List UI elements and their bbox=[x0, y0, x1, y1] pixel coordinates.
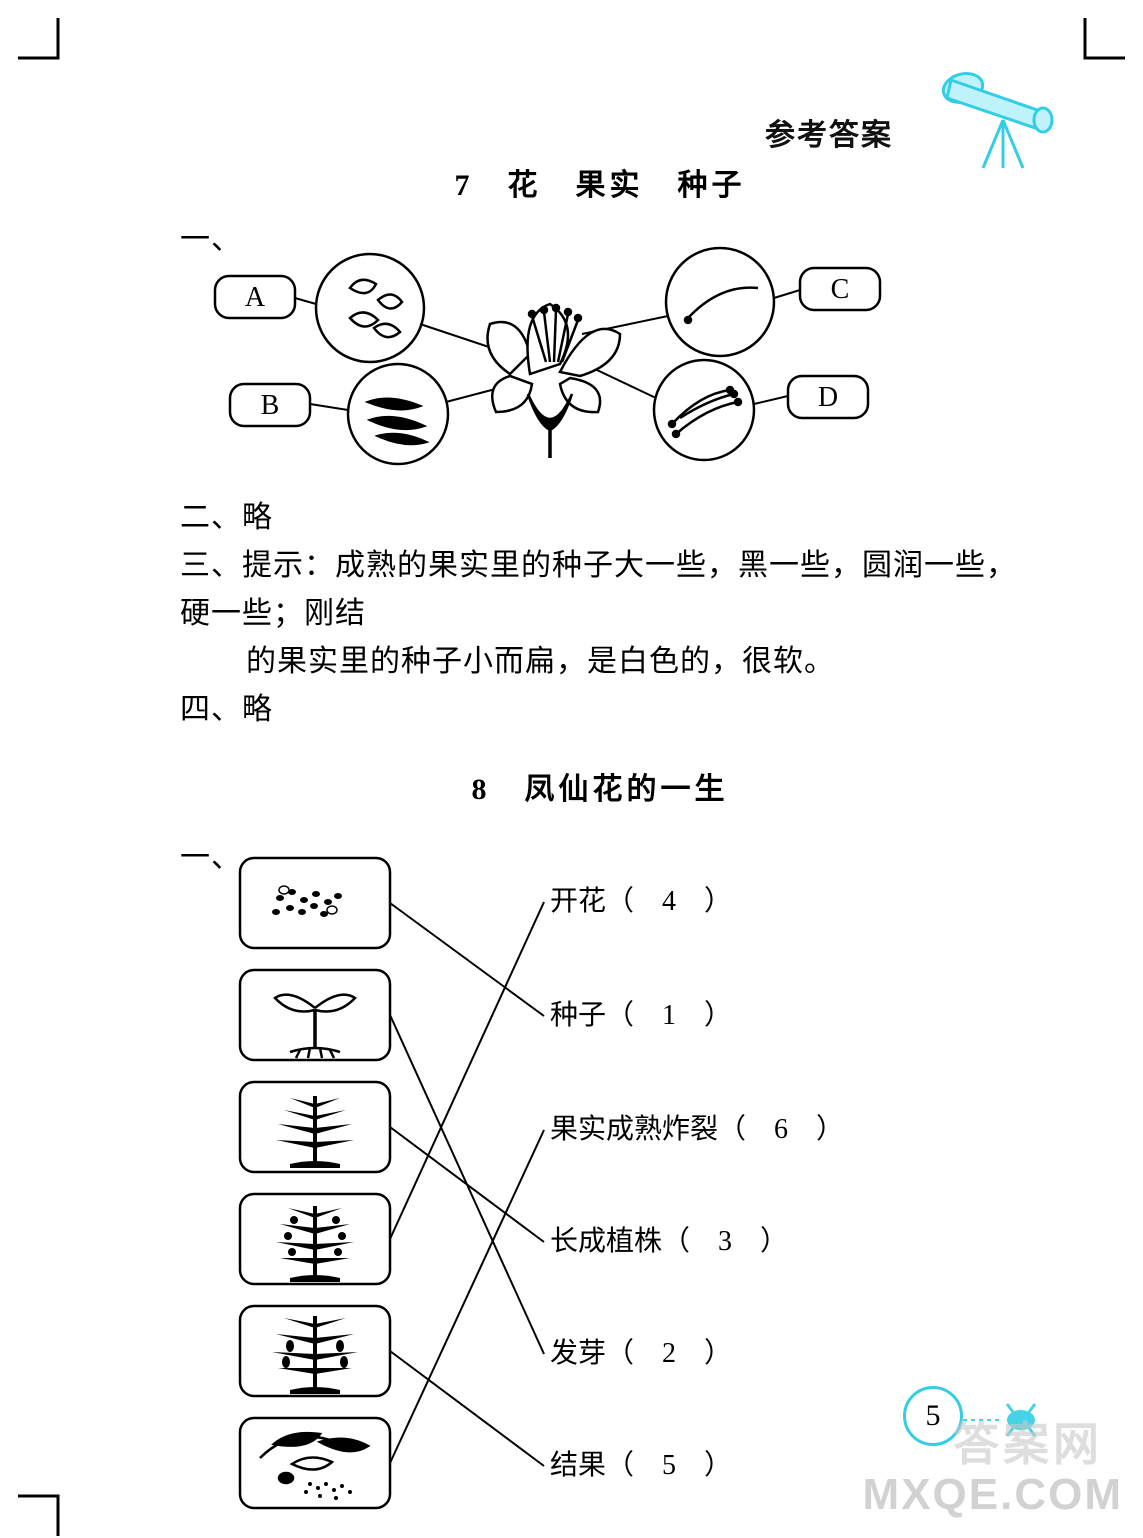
flower-label-c: C bbox=[831, 274, 850, 305]
lifecycle-label-3: 长成植株（ 3 ） bbox=[550, 1225, 788, 1257]
flower-label-b: B bbox=[261, 390, 280, 421]
watermark-en: MXQE.COM bbox=[863, 1470, 1123, 1520]
lifecycle-diagram: 开花（ 4 ） 种子（ 1 ） 果实成熟炸裂（ 6 ） 长成植株（ 3 ） 发芽… bbox=[220, 848, 980, 1528]
section7-q3-line2: 的果实里的种子小而扁，是白色的，很软。 bbox=[180, 638, 1020, 686]
lifecycle-box-seedpod bbox=[240, 1418, 390, 1508]
stamens-icon bbox=[669, 387, 741, 437]
section7-q4: 四、略 bbox=[180, 686, 1020, 734]
lifecycle-box-sprout bbox=[240, 970, 390, 1060]
crop-mark-tr bbox=[1065, 18, 1125, 78]
telescope-icon bbox=[923, 60, 1073, 170]
header-label: 参考答案 bbox=[765, 110, 893, 154]
flower-center-icon bbox=[488, 304, 621, 458]
lifecycle-label-5: 结果（ 5 ） bbox=[550, 1449, 732, 1481]
flower-label-a: A bbox=[245, 282, 266, 313]
crop-mark-tl bbox=[18, 18, 78, 78]
lifecycle-box-flowering bbox=[240, 1194, 390, 1284]
sepals-icon bbox=[368, 399, 426, 444]
crop-mark-bl bbox=[18, 1476, 78, 1536]
section8-q1-marker: 一、 bbox=[180, 834, 1020, 882]
lifecycle-label-2: 果实成熟炸裂（ 6 ） bbox=[550, 1113, 844, 1145]
lifecycle-label-0: 开花（ 4 ） bbox=[550, 885, 732, 917]
flower-label-d: D bbox=[818, 382, 838, 413]
pistil-icon bbox=[685, 288, 758, 323]
content-area: 7 花 果实 种子 一、 A B C D bbox=[180, 160, 1020, 1538]
section7-q2: 二、略 bbox=[180, 494, 1020, 542]
lifecycle-box-fruiting bbox=[240, 1306, 390, 1396]
page: 参考答案 7 花 果实 种子 一、 A B C D bbox=[0, 0, 1143, 1536]
petals-icon bbox=[350, 280, 402, 337]
section7-title: 7 花 果实 种子 bbox=[180, 160, 1020, 204]
lifecycle-label-1: 种子（ 1 ） bbox=[550, 999, 732, 1031]
lifecycle-label-4: 发芽（ 2 ） bbox=[550, 1337, 732, 1369]
lifecycle-box-plant bbox=[240, 1082, 390, 1172]
page-number-text: 5 bbox=[926, 1399, 941, 1433]
section7-q1-marker: 一、 bbox=[180, 216, 242, 264]
flower-diagram: A B C D bbox=[210, 244, 890, 484]
matching-lines bbox=[390, 902, 544, 1466]
watermark-cn: 答案网 bbox=[953, 1408, 1103, 1474]
section8-title: 8 凤仙花的一生 bbox=[180, 764, 1020, 808]
section7-q3-line1: 三、提示：成熟的果实里的种子大一些，黑一些，圆润一些，硬一些；刚结 bbox=[180, 542, 1020, 638]
